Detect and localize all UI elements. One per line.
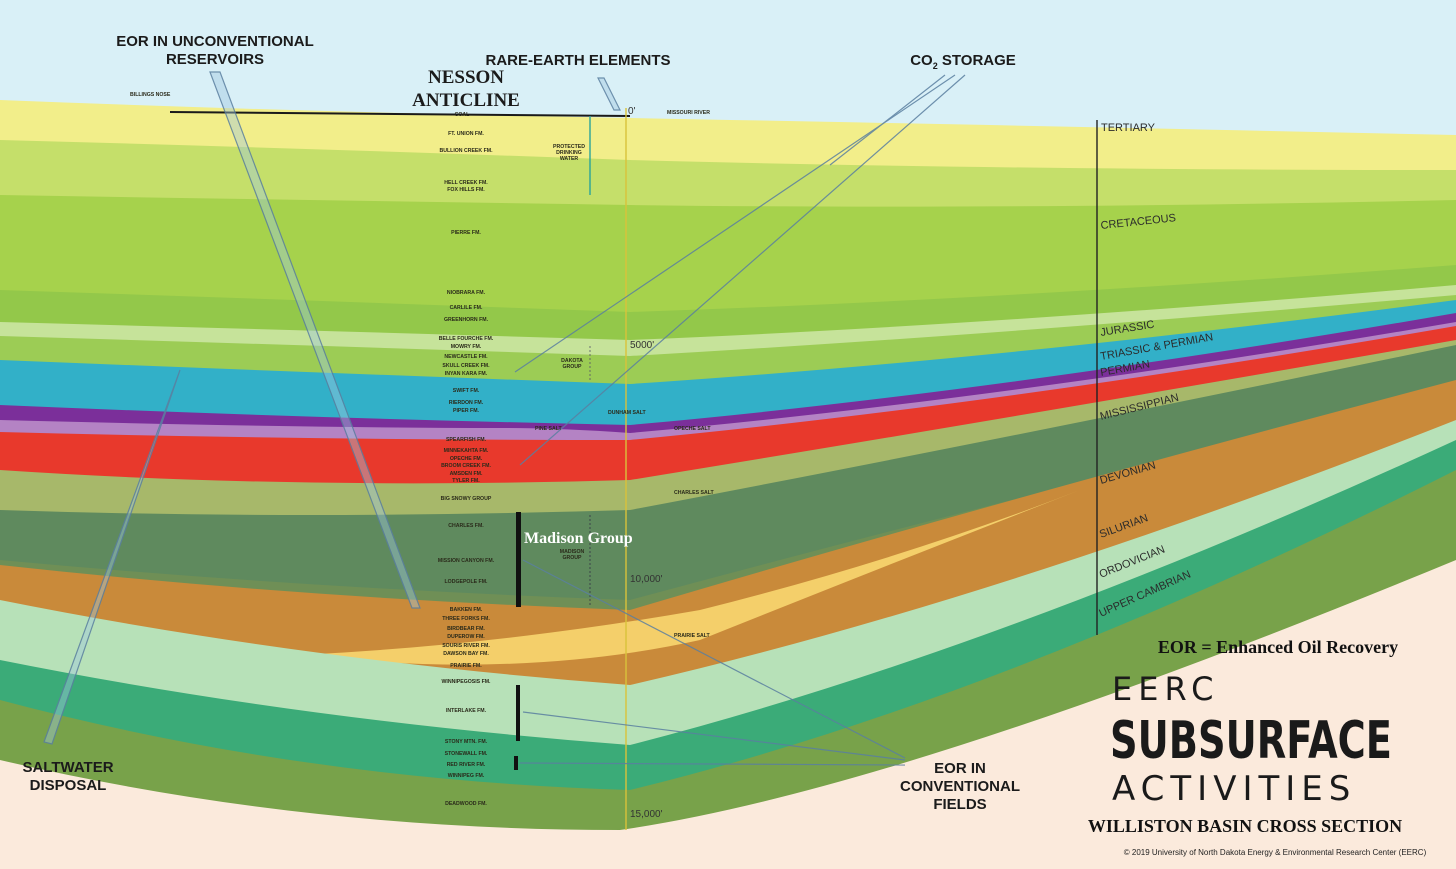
formation-label: SPEARFISH FM. — [446, 437, 487, 443]
eor-conventional-label-1: EOR IN — [934, 760, 986, 777]
rare-earth-label: RARE-EARTH ELEMENTS — [485, 52, 670, 69]
copyright-notice: © 2019 University of North Dakota Energy… — [1124, 848, 1427, 857]
formation-labels: FT. UNION FM. BULLION CREEK FM. HELL CRE… — [438, 131, 495, 807]
co2-label-rest: STORAGE — [938, 52, 1016, 69]
red-river-reservoir-bar — [514, 756, 518, 770]
formation-label: WINNIPEGOSIS FM. — [442, 679, 492, 685]
formation-label: OPECHE FM. — [450, 456, 483, 462]
eor-unconventional-pointer — [209, 71, 421, 609]
formation-label: SOURIS RIVER FM. — [442, 643, 490, 649]
saltwater-disposal-label-1: SALTWATER — [22, 759, 113, 776]
eor-conventional-pointer-interlake — [522, 711, 906, 761]
ground-surface-line — [169, 111, 631, 117]
brand-subsurface: SUBSURFACE — [1110, 711, 1392, 771]
nesson-anticline-label-1: NESSON — [428, 67, 504, 88]
protected-water-label-3: WATER — [560, 156, 579, 162]
prairie-salt-label: PRAIRIE SALT — [674, 633, 710, 639]
dakota-group-label-2: GROUP — [562, 364, 582, 370]
formation-label: SKULL CREEK FM. — [442, 363, 490, 369]
formation-label: PIPER FM. — [453, 408, 479, 414]
formation-label: RIERDON FM. — [449, 400, 484, 406]
formation-label: THREE FORKS FM. — [442, 616, 490, 622]
eor-unconventional-label-1: EOR IN UNCONVENTIONAL — [116, 33, 314, 50]
saltwater-pointer — [43, 369, 181, 745]
nesson-anticline-label-2: ANTICLINE — [412, 90, 520, 111]
period-tertiary: TERTIARY — [1101, 122, 1156, 134]
missouri-river-label: MISSOURI RIVER — [667, 110, 710, 116]
eor-unconventional-label-2: RESERVOIRS — [166, 51, 264, 68]
formation-label: DUPEROW FM. — [447, 634, 485, 640]
eor-conventional-label-2: CONVENTIONAL — [900, 778, 1020, 795]
formation-label: INYAN KARA FM. — [445, 371, 488, 377]
madison-small-label-1: MADISON — [560, 549, 585, 555]
depth-10000: 10,000' — [630, 574, 663, 585]
eor-conventional-pointer-redriver — [519, 762, 906, 766]
brand-activities: ACTIVITIES — [1112, 769, 1356, 809]
formation-label: MINNEKAHTA FM. — [444, 448, 489, 454]
formation-label: AMSDEN FM. — [450, 471, 483, 477]
eor-definition: EOR = Enhanced Oil Recovery — [1158, 637, 1398, 657]
interlake-reservoir-bar — [516, 685, 520, 741]
formation-label: BELLE FOURCHE FM. — [439, 336, 494, 342]
dakota-group-label-1: DAKOTA — [561, 358, 583, 364]
formation-label: PIERRE FM. — [451, 230, 481, 236]
formation-label: INTERLAKE FM. — [446, 708, 487, 714]
formation-label: MISSION CANYON FM. — [438, 558, 495, 564]
rare-earth-pointer — [597, 77, 621, 111]
madison-small-label-2: GROUP — [562, 555, 582, 561]
layer-bakken-sand — [300, 490, 1080, 665]
co2-pointer-permian — [519, 74, 966, 466]
billings-nose-label: BILLINGS NOSE — [130, 92, 171, 98]
formation-label: BROOM CREEK FM. — [441, 463, 491, 469]
formation-label: STONEWALL FM. — [445, 751, 488, 757]
opeche-salt-label: OPECHE SALT — [674, 426, 711, 432]
formation-label: FT. UNION FM. — [448, 131, 484, 137]
formation-label: FOX HILLS FM. — [447, 187, 485, 193]
formation-label: STONY MTN. FM. — [445, 739, 488, 745]
formation-label: PRAIRIE FM. — [450, 663, 482, 669]
formation-label: BAKKEN FM. — [450, 607, 483, 613]
eor-conventional-label-3: FIELDS — [933, 796, 986, 813]
depth-15000: 15,000' — [630, 809, 663, 820]
formation-label: DAWSON BAY FM. — [443, 651, 489, 657]
formation-label: WINNIPEG FM. — [448, 773, 485, 779]
formation-label: HELL CREEK FM. — [444, 180, 488, 186]
formation-label: CHARLES FM. — [448, 523, 484, 529]
formation-label: NEWCASTLE FM. — [444, 354, 488, 360]
saltwater-disposal-label-2: DISPOSAL — [30, 777, 107, 794]
co2-pointer-upper — [829, 74, 946, 166]
eor-conventional-pointer-madison — [522, 559, 906, 759]
formation-label: LODGEPOLE FM. — [445, 579, 489, 585]
co2-label-co: CO — [910, 52, 933, 69]
formation-label: CARLILE FM. — [450, 305, 483, 311]
dunham-salt-label: DUNHAM SALT — [608, 410, 646, 416]
formation-label: NIOBRARA FM. — [447, 290, 486, 296]
co2-storage-label: CO2 STORAGE — [910, 52, 1016, 71]
formation-label: SWIFT FM. — [453, 388, 480, 394]
formation-label: BIRDBEAR FM. — [447, 626, 485, 632]
formation-label: BIG SNOWY GROUP — [441, 496, 492, 502]
co2-label-sub: 2 — [933, 61, 938, 71]
coal-label: COAL — [455, 112, 471, 118]
formation-label: DEADWOOD FM. — [445, 801, 487, 807]
charles-salt-label: CHARLES SALT — [674, 490, 715, 496]
pine-salt-label: PINE SALT — [535, 426, 563, 432]
formation-label: BULLION CREEK FM. — [439, 148, 493, 154]
formation-label: RED RIVER FM. — [447, 762, 486, 768]
depth-5000: 5000' — [630, 340, 654, 351]
formation-label: TYLER FM. — [452, 478, 480, 484]
callout-lines — [43, 71, 966, 766]
page-title: WILLISTON BASIN CROSS SECTION — [1088, 816, 1402, 836]
protected-water-label-2: DRINKING — [556, 150, 582, 156]
madison-reservoir-bar — [516, 512, 521, 607]
protected-water-label-1: PROTECTED — [553, 144, 585, 150]
madison-group-label: Madison Group — [524, 530, 633, 547]
brand-eerc: EERC — [1112, 670, 1219, 708]
formation-label: MOWRY FM. — [451, 344, 482, 350]
formation-label: GREENHORN FM. — [444, 317, 489, 323]
basement-overlay — [0, 560, 1456, 869]
depth-0: 0' — [628, 106, 636, 117]
